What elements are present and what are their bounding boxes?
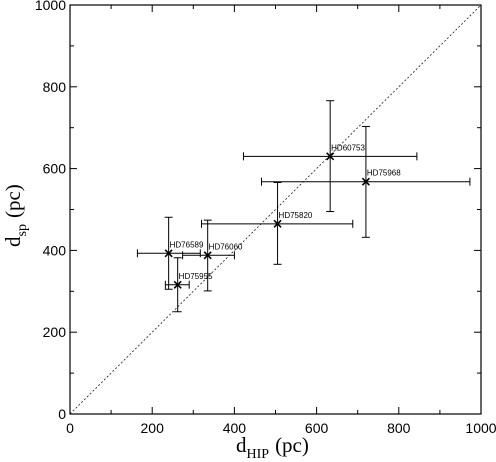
data-point-marker xyxy=(273,219,282,228)
x-tick-label: 200 xyxy=(141,420,165,436)
y-tick-label: 600 xyxy=(43,161,67,177)
x-axis-label-sub: HIP xyxy=(247,447,270,462)
reference-line xyxy=(69,4,482,415)
y-tick-label: 1000 xyxy=(35,0,66,13)
y-axis-label-unit: (pc) xyxy=(1,184,25,218)
marker-stroke xyxy=(203,251,212,260)
data-point-label: HD60753 xyxy=(331,143,365,152)
x-tick-label: 600 xyxy=(305,420,329,436)
y-tick-label: 400 xyxy=(43,242,67,258)
x-tick-label: 1000 xyxy=(465,420,496,436)
x-tick-label: 0 xyxy=(66,420,74,436)
x-axis-label-main: d xyxy=(236,433,247,457)
data-point-marker xyxy=(203,251,212,260)
x-axis-label: dHIP (pc) xyxy=(236,433,309,462)
data-point-label: HD76589 xyxy=(170,240,204,249)
marker-stroke xyxy=(361,177,370,186)
y-tick-label: 0 xyxy=(58,406,66,422)
x-axis-label-unit: (pc) xyxy=(275,433,309,457)
x-tick-label: 800 xyxy=(387,420,411,436)
data-point-label: HD75968 xyxy=(367,169,401,178)
marker-stroke xyxy=(173,280,182,289)
y-axis-label-main: d xyxy=(1,236,25,247)
marker-stroke xyxy=(164,249,173,258)
data-point-label: HD76060 xyxy=(209,242,243,251)
data-point-marker xyxy=(164,249,173,258)
y-tick-label: 800 xyxy=(43,79,67,95)
x-tick-label: 400 xyxy=(223,420,247,436)
data-point-marker xyxy=(326,152,335,161)
y-axis-label: dsp (pc) xyxy=(1,184,30,247)
data-point-marker xyxy=(173,280,182,289)
marker-stroke xyxy=(326,152,335,161)
data-point-label: HD75820 xyxy=(279,211,313,220)
y-tick-label: 200 xyxy=(43,324,67,340)
y-axis-label-sub: sp xyxy=(15,224,30,236)
marker-stroke xyxy=(273,219,282,228)
data-point-label: HD75955 xyxy=(179,272,213,281)
data-point-marker xyxy=(361,177,370,186)
